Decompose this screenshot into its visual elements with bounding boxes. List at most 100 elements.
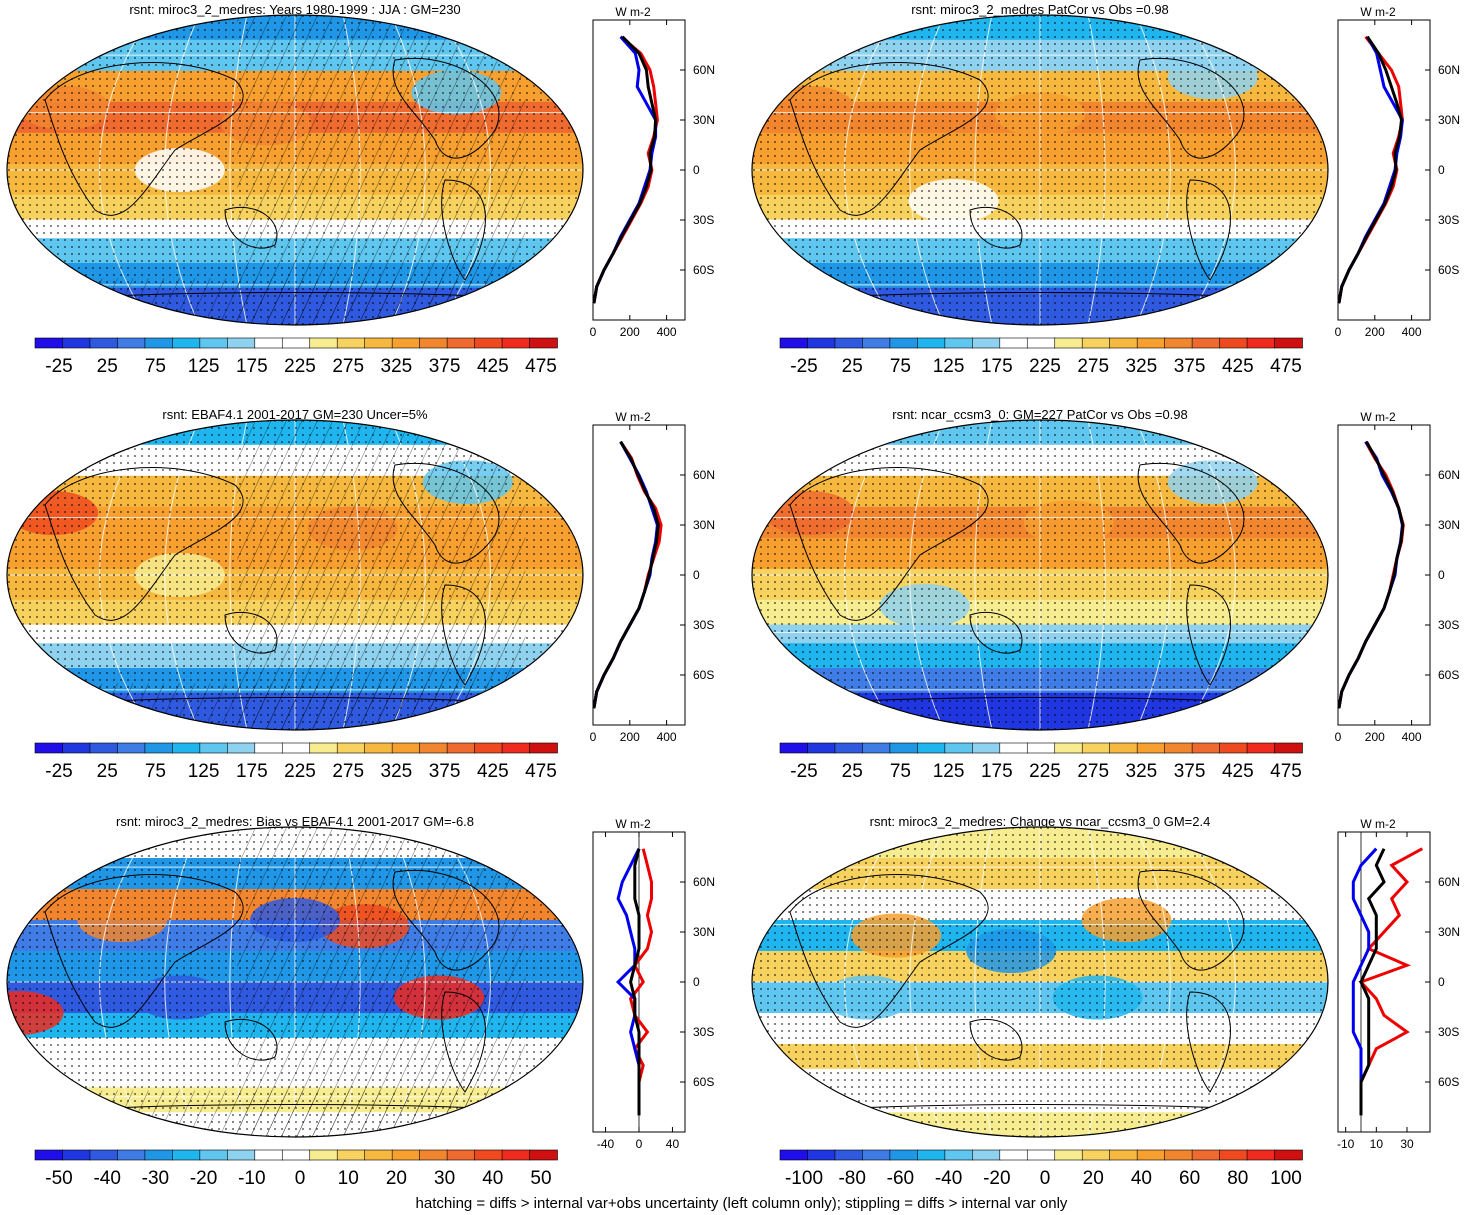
colorbar-tick-label: 475 xyxy=(525,356,557,377)
colorbar-tick-label: 25 xyxy=(97,761,118,782)
colorbar: -100 -80 -60 -40 -20 0 20 40 60 80 100 xyxy=(779,1149,1303,1189)
colorbar-tick-label: 325 xyxy=(1126,761,1158,782)
colorbar-tick-label: 325 xyxy=(381,356,413,377)
zonal-x-tick: 400 xyxy=(657,325,677,339)
panel-reference-model: rsnt: ncar_ccsm3_0: GM=227 PatCor vs Obs… xyxy=(745,405,1483,785)
zonal-units-label: W m-2 xyxy=(615,817,651,831)
colorbar-tick-label: 325 xyxy=(1126,356,1158,377)
zonal-x-tick: 0 xyxy=(590,730,597,744)
panel-graphic: -25 25 75 125 175 225 275 325 375 425 475 W m-2 0 200… xyxy=(6,5,715,377)
zonal-x-tick: 0 xyxy=(590,325,597,339)
map-field xyxy=(7,827,583,1137)
colorbar-tick-label: -20 xyxy=(983,1168,1010,1189)
zonal-lat-tick: 0 xyxy=(1438,163,1445,177)
colorbar-tick-label: 75 xyxy=(145,356,166,377)
zonal-mean-plot: W m-2 0 200 400 60N 30N 0 30S 60S xyxy=(1335,5,1460,339)
panel-title: rsnt: EBAF4.1 2001-2017 GM=230 Uncer=5% xyxy=(162,407,428,422)
zonal-lat-tick: 60S xyxy=(693,263,714,277)
zonal-lat-tick: 30S xyxy=(1438,1025,1459,1039)
colorbar-tick-label: 0 xyxy=(1040,1168,1051,1189)
colorbar-tick-label: -25 xyxy=(45,761,72,782)
colorbar-tick-label: 175 xyxy=(981,356,1013,377)
colorbar-tick-label: 275 xyxy=(1077,761,1109,782)
zonal-lat-tick: 60N xyxy=(693,875,715,889)
panel-title: rsnt: ncar_ccsm3_0: GM=227 PatCor vs Obs… xyxy=(892,407,1188,422)
zonal-units-label: W m-2 xyxy=(615,5,651,19)
map-field xyxy=(7,15,583,325)
zonal-line-mmm xyxy=(629,848,641,1116)
zonal-lat-tick: 30N xyxy=(1438,518,1460,532)
colorbar-tick-label: 175 xyxy=(236,761,268,782)
zonal-x-tick: 200 xyxy=(1365,730,1385,744)
zonal-lat-tick: 30N xyxy=(1438,925,1460,939)
zonal-lat-tick: 60N xyxy=(1438,875,1460,889)
colorbar-tick-label: 475 xyxy=(1270,356,1302,377)
colorbar-tick-label: 80 xyxy=(1227,1168,1248,1189)
colorbar-tick-label: 425 xyxy=(1222,356,1254,377)
zonal-units-label: W m-2 xyxy=(615,410,651,424)
panel-title: rsnt: miroc3_2_medres: Change vs ncar_cc… xyxy=(869,814,1211,829)
panel-graphic: -25 25 75 125 175 225 275 325 375 425 475 W m-2 0 200… xyxy=(751,410,1460,782)
panel-title: rsnt: miroc3_2_medres: Years 1980-1999 :… xyxy=(129,2,461,17)
zonal-lat-tick: 30S xyxy=(693,618,714,632)
panel-model-climatology: rsnt: miroc3_2_medres: Years 1980-1999 :… xyxy=(0,0,715,380)
zonal-units-label: W m-2 xyxy=(1360,817,1396,831)
panel-change: rsnt: miroc3_2_medres: Change vs ncar_cc… xyxy=(745,812,1483,1192)
zonal-lat-tick: 30S xyxy=(693,213,714,227)
zonal-lat-tick: 60S xyxy=(1438,1075,1459,1089)
panel-title: rsnt: miroc3_2_medres PatCor vs Obs =0.9… xyxy=(911,2,1169,17)
colorbar-tick-label: 25 xyxy=(842,761,863,782)
zonal-x-tick: 400 xyxy=(1402,730,1422,744)
zonal-lat-tick: 30S xyxy=(1438,618,1459,632)
colorbar-tick-label: -25 xyxy=(45,356,72,377)
zonal-lat-tick: 60S xyxy=(693,1075,714,1089)
colorbar: -25 25 75 125 175 225 275 325 375 425 475 xyxy=(779,742,1303,782)
zonal-x-tick: 30 xyxy=(1400,1137,1414,1151)
zonal-lat-tick: 0 xyxy=(693,568,700,582)
colorbar: -50 -40 -30 -20 -10 0 10 20 30 40 50 xyxy=(34,1149,558,1189)
zonal-x-tick: -10 xyxy=(1337,1137,1355,1151)
zonal-lat-tick: 60N xyxy=(693,468,715,482)
panel-graphic: -50 -40 -30 -20 -10 0 10 20 30 40 50 W m-2 -40 0 40 60N… xyxy=(6,817,715,1189)
zonal-lat-tick: 0 xyxy=(1438,975,1445,989)
panel-graphic: -100 -80 -60 -40 -20 0 20 40 60 80 100 W m-2 -10 10 30… xyxy=(751,817,1460,1189)
zonal-mean-plot: W m-2 -40 0 40 60N 30N 0 30S 60S xyxy=(592,817,715,1151)
colorbar-tick-label: 275 xyxy=(332,761,364,782)
colorbar-tick-label: -80 xyxy=(838,1168,865,1189)
colorbar-tick-label: 175 xyxy=(981,761,1013,782)
zonal-line-obs xyxy=(1337,35,1404,304)
colorbar-tick-label: 425 xyxy=(477,761,509,782)
zonal-lat-tick: 30N xyxy=(693,113,715,127)
zonal-line-mmm xyxy=(592,440,660,709)
colorbar-tick-label: 100 xyxy=(1270,1168,1302,1189)
colorbar-tick-label: 275 xyxy=(1077,356,1109,377)
zonal-x-tick: 400 xyxy=(657,730,677,744)
zonal-mean-plot: W m-2 0 200 400 60N 30N 0 30S 60S xyxy=(590,5,715,339)
zonal-line-mmm xyxy=(1359,848,1386,1116)
colorbar: -25 25 75 125 175 225 275 325 375 425 475 xyxy=(34,337,558,377)
map-field xyxy=(752,827,1328,1137)
colorbar-tick-label: -40 xyxy=(935,1168,962,1189)
zonal-x-tick: 200 xyxy=(1365,325,1385,339)
colorbar-tick-label: 20 xyxy=(386,1168,407,1189)
zonal-lat-tick: 30N xyxy=(693,518,715,532)
zonal-lat-tick: 30N xyxy=(693,925,715,939)
colorbar-tick-label: 375 xyxy=(429,761,461,782)
colorbar-tick-label: 225 xyxy=(284,356,316,377)
colorbar-tick-label: -10 xyxy=(238,1168,265,1189)
zonal-x-tick: 10 xyxy=(1370,1137,1384,1151)
colorbar-tick-label: 75 xyxy=(145,761,166,782)
zonal-lat-tick: 60S xyxy=(693,668,714,682)
zonal-line-obs xyxy=(1358,847,1424,1116)
colorbar-tick-label: 75 xyxy=(890,761,911,782)
colorbar-tick-label: 40 xyxy=(482,1168,503,1189)
colorbar-tick-label: 125 xyxy=(933,356,965,377)
panel-model-patcor: rsnt: miroc3_2_medres PatCor vs Obs =0.9… xyxy=(745,0,1483,380)
colorbar-tick-label: 25 xyxy=(97,356,118,377)
colorbar-tick-label: 225 xyxy=(284,761,316,782)
zonal-lat-tick: 0 xyxy=(1438,568,1445,582)
map-field xyxy=(752,420,1328,730)
colorbar: -25 25 75 125 175 225 275 325 375 425 475 xyxy=(779,337,1303,377)
zonal-units-label: W m-2 xyxy=(1360,410,1396,424)
zonal-lat-tick: 60N xyxy=(693,63,715,77)
